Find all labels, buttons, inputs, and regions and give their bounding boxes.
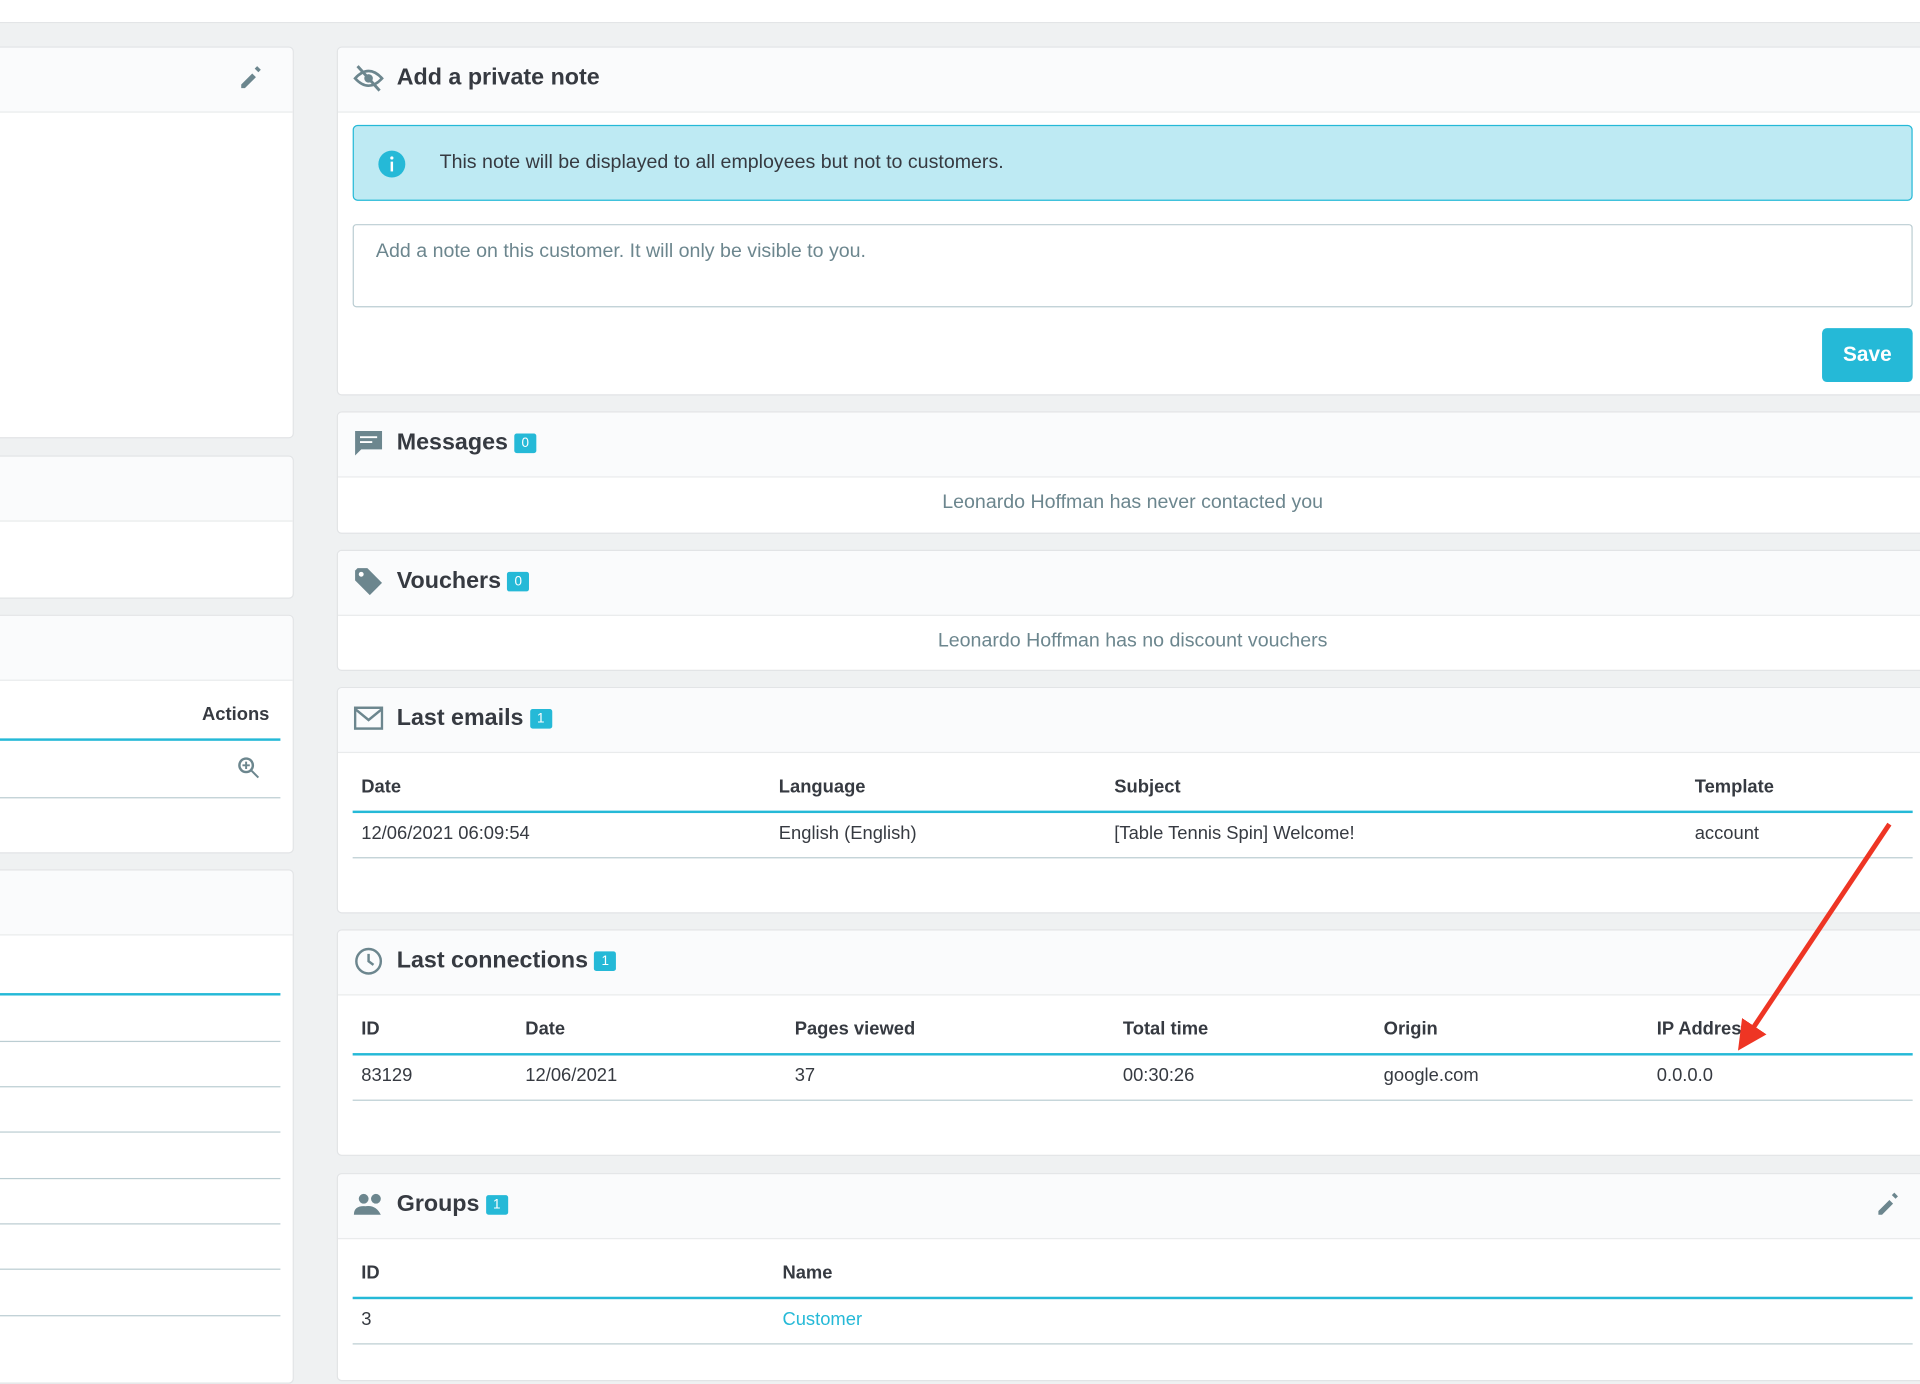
row-line <box>0 1268 281 1270</box>
group-icon <box>353 1193 381 1215</box>
panel-title: Messages 0 <box>397 430 537 457</box>
panel-header <box>337 688 1920 754</box>
table-cell: 83129 <box>361 1065 413 1087</box>
panel-title: Groups 1 <box>397 1191 508 1218</box>
table-cell: 0.0.0.0 <box>1656 1065 1713 1087</box>
row-line <box>0 1177 281 1180</box>
row-line <box>0 1086 281 1088</box>
save-button[interactable]: Save <box>1822 328 1913 383</box>
table-cell: [Table Tennis Spin] Welcome! <box>1114 822 1355 844</box>
column-header: Total time <box>1122 1018 1209 1040</box>
placeholder: Add a note on this customer. It will onl… <box>375 241 866 263</box>
panel-header <box>337 551 1920 616</box>
title: Last connections <box>396 947 589 974</box>
table-cell: 37 <box>794 1065 816 1087</box>
row-line <box>352 1343 1913 1345</box>
column-header: IP Address <box>1656 1018 1752 1040</box>
left-panel: Actions <box>0 614 294 854</box>
column-header: Origin <box>1383 1018 1438 1040</box>
row-line <box>0 797 281 799</box>
table-cell: 12/06/2021 <box>525 1065 618 1087</box>
left-panel <box>0 46 294 439</box>
messages-panel: Messages 0 Leonardo Hoffman has never con… <box>336 411 1920 534</box>
note-panel: Add a private note This note will be dis… <box>336 46 1920 396</box>
column-header: Subject <box>1114 776 1181 798</box>
title: Last emails <box>396 705 524 732</box>
header-line <box>0 738 281 741</box>
panel-header <box>0 456 293 522</box>
tag-icon <box>355 568 383 596</box>
table-cell: 00:30:26 <box>1122 1065 1195 1087</box>
header-line <box>352 1296 1913 1300</box>
column-header: ID <box>361 1262 380 1284</box>
emails-panel: Last emails 1 Date Language Subject Template… <box>336 686 1920 914</box>
table-cell[interactable]: Customer <box>782 1308 863 1330</box>
hidden-icon <box>353 65 384 92</box>
panel-title: Last emails 1 <box>397 705 552 732</box>
column-header: Date <box>525 1018 566 1040</box>
empty-text: Leonardo Hoffman has no discount voucher… <box>937 630 1328 652</box>
row-line <box>352 857 1913 859</box>
panel-title: Add a private note <box>396 64 600 91</box>
header-line <box>352 1053 1913 1056</box>
count-badge: 1 <box>594 951 617 972</box>
edit-icon[interactable] <box>236 64 265 93</box>
groups-panel: Groups 1 ID Name 3 Customer <box>336 1173 1920 1382</box>
panel-header <box>337 412 1920 478</box>
panel-title: Last connections 1 <box>397 948 617 975</box>
info-icon <box>378 150 406 178</box>
count-badge: 1 <box>485 1195 508 1215</box>
table-cell: English (English) <box>778 822 917 844</box>
row-line <box>0 1131 281 1133</box>
panel-header <box>337 1174 1920 1240</box>
column-header: Actions <box>202 704 270 725</box>
title: Messages <box>396 429 508 456</box>
vouchers-panel: Vouchers 0 Leonardo Hoffman has no discou… <box>336 549 1920 672</box>
column-header: Language <box>778 776 866 798</box>
count-badge: 0 <box>514 433 537 454</box>
count-badge: 0 <box>507 571 530 592</box>
row-line <box>0 1223 281 1225</box>
row-line <box>352 1099 1913 1101</box>
column-header: Pages viewed <box>794 1018 916 1040</box>
column-header: ID <box>361 1018 380 1040</box>
table-cell: account <box>1694 822 1760 844</box>
panel-title: Vouchers 0 <box>397 568 530 595</box>
header-line <box>352 810 1913 814</box>
info-alert: This note will be displayed to all emplo… <box>352 124 1913 201</box>
clock-icon <box>355 947 383 975</box>
mail-icon <box>353 706 384 730</box>
info-text: This note will be displayed to all emplo… <box>439 151 1004 173</box>
message-icon <box>355 431 383 456</box>
table-cell: 3 <box>361 1308 372 1330</box>
title: Vouchers <box>396 568 502 594</box>
edit-icon[interactable] <box>1873 1190 1902 1219</box>
panel-header <box>0 615 293 681</box>
row-line <box>0 1040 281 1043</box>
search-icon[interactable] <box>236 756 260 780</box>
panel-header <box>337 47 1920 113</box>
table-cell: google.com <box>1383 1065 1479 1087</box>
row-line <box>0 1315 281 1317</box>
panel-header <box>0 47 293 113</box>
left-panel <box>0 455 294 599</box>
header-line <box>0 993 281 996</box>
top-bar <box>0 0 1920 24</box>
left-panel <box>0 869 294 1384</box>
panel-header <box>0 870 293 936</box>
empty-text: Leonardo Hoffman has never contacted you <box>942 492 1324 514</box>
connections-panel: Last connections 1 ID Date Pages viewed Tota… <box>336 929 1920 1156</box>
column-header: Date <box>361 776 402 798</box>
note-input[interactable]: Add a note on this customer. It will onl… <box>352 224 1913 308</box>
column-header: Name <box>782 1262 833 1284</box>
table-cell: 12/06/2021 06:09:54 <box>361 822 530 844</box>
title: Groups <box>396 1191 480 1218</box>
column-header: Template <box>1694 776 1774 798</box>
count-badge: 1 <box>529 708 552 729</box>
